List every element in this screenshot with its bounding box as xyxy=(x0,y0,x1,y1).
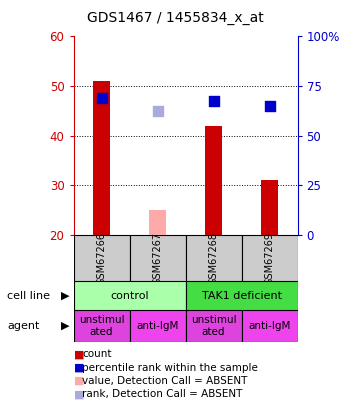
Text: GSM67269: GSM67269 xyxy=(265,232,274,285)
Bar xyxy=(261,180,278,235)
Text: control: control xyxy=(110,291,149,301)
Text: ▶: ▶ xyxy=(61,291,69,301)
Bar xyxy=(93,81,110,235)
Point xyxy=(155,108,160,114)
Bar xyxy=(74,235,130,281)
Text: percentile rank within the sample: percentile rank within the sample xyxy=(82,363,258,373)
Text: ■: ■ xyxy=(74,350,84,359)
Text: count: count xyxy=(82,350,112,359)
Bar xyxy=(130,310,186,342)
Text: unstimul
ated: unstimul ated xyxy=(191,315,236,337)
Text: ■: ■ xyxy=(74,376,84,386)
Text: ▶: ▶ xyxy=(61,321,69,331)
Bar xyxy=(186,281,298,310)
Text: unstimul
ated: unstimul ated xyxy=(79,315,124,337)
Text: rank, Detection Call = ABSENT: rank, Detection Call = ABSENT xyxy=(82,390,243,399)
Text: agent: agent xyxy=(7,321,39,331)
Bar xyxy=(74,281,186,310)
Bar xyxy=(205,126,222,235)
Bar xyxy=(241,310,298,342)
Text: anti-IgM: anti-IgM xyxy=(136,321,179,331)
Text: anti-IgM: anti-IgM xyxy=(248,321,291,331)
Text: ■: ■ xyxy=(74,363,84,373)
Text: GSM67267: GSM67267 xyxy=(153,232,162,285)
Bar xyxy=(130,235,186,281)
Text: GSM67266: GSM67266 xyxy=(97,232,106,285)
Bar xyxy=(186,310,241,342)
Bar xyxy=(149,210,166,235)
Point xyxy=(99,95,104,102)
Text: TAK1 deficient: TAK1 deficient xyxy=(202,291,281,301)
Text: GDS1467 / 1455834_x_at: GDS1467 / 1455834_x_at xyxy=(87,11,263,25)
Point xyxy=(267,102,272,109)
Bar xyxy=(74,310,130,342)
Text: GSM67268: GSM67268 xyxy=(209,232,218,285)
Bar xyxy=(186,235,241,281)
Bar xyxy=(241,235,298,281)
Point xyxy=(211,98,216,104)
Text: ■: ■ xyxy=(74,390,84,399)
Text: value, Detection Call = ABSENT: value, Detection Call = ABSENT xyxy=(82,376,248,386)
Text: cell line: cell line xyxy=(7,291,50,301)
